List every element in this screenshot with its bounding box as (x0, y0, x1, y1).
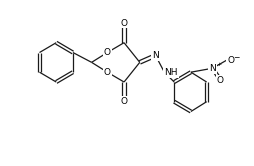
Text: O: O (227, 56, 234, 65)
Text: N: N (152, 51, 159, 60)
Text: +: + (216, 62, 222, 67)
Text: −: − (233, 53, 240, 62)
Text: N: N (209, 64, 216, 73)
Text: O: O (121, 19, 128, 28)
Text: O: O (217, 76, 224, 84)
Text: NH: NH (164, 68, 178, 77)
Text: O: O (104, 68, 111, 77)
Text: O: O (104, 48, 111, 57)
Text: O: O (121, 97, 128, 106)
